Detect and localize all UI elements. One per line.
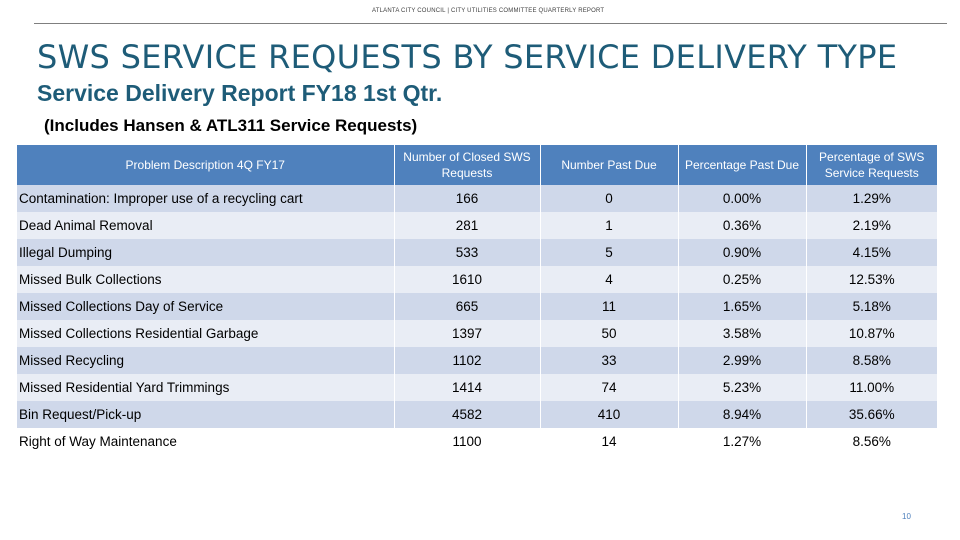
cell-pct-sws: 8.56%: [806, 428, 937, 455]
cell-past-due: 11: [540, 293, 679, 320]
cell-closed: 1397: [394, 320, 541, 347]
column-header-closed: Number of Closed SWS Requests: [394, 145, 541, 185]
cell-problem: Dead Animal Removal: [17, 212, 395, 239]
column-header-pct-past-due: Percentage Past Due: [678, 145, 807, 185]
table-row: Illegal Dumping 533 5 0.90% 4.15%: [17, 239, 937, 266]
cell-closed: 533: [394, 239, 541, 266]
cell-problem: Bin Request/Pick-up: [17, 401, 395, 428]
cell-pct-past-due: 1.27%: [678, 428, 807, 455]
report-header-text: ATLANTA CITY COUNCIL | CITY UTILITIES CO…: [372, 8, 605, 14]
header-divider: [34, 23, 947, 24]
table-row: Missed Residential Yard Trimmings 1414 7…: [17, 374, 937, 401]
table-row: Contamination: Improper use of a recycli…: [17, 185, 937, 212]
cell-pct-sws: 10.87%: [806, 320, 937, 347]
page-subtitle: Service Delivery Report FY18 1st Qtr.: [37, 80, 443, 106]
column-header-problem: Problem Description 4Q FY17: [17, 145, 395, 185]
cell-problem: Missed Collections Residential Garbage: [17, 320, 395, 347]
table-row: Bin Request/Pick-up 4582 410 8.94% 35.66…: [17, 401, 937, 428]
cell-problem: Right of Way Maintenance: [17, 428, 395, 455]
cell-pct-sws: 11.00%: [806, 374, 937, 401]
cell-problem: Missed Recycling: [17, 347, 395, 374]
cell-pct-past-due: 0.90%: [678, 239, 807, 266]
cell-past-due: 14: [540, 428, 679, 455]
cell-problem: Contamination: Improper use of a recycli…: [17, 185, 395, 212]
cell-pct-past-due: 8.94%: [678, 401, 807, 428]
service-requests-table: Problem Description 4Q FY17 Number of Cl…: [17, 145, 937, 455]
table-row: Missed Recycling 1102 33 2.99% 8.58%: [17, 347, 937, 374]
cell-pct-sws: 4.15%: [806, 239, 937, 266]
cell-problem: Illegal Dumping: [17, 239, 395, 266]
cell-pct-sws: 35.66%: [806, 401, 937, 428]
table-header-row: Problem Description 4Q FY17 Number of Cl…: [17, 145, 937, 185]
cell-pct-sws: 2.19%: [806, 212, 937, 239]
table-row: Right of Way Maintenance 1100 14 1.27% 8…: [17, 428, 937, 455]
table-note: (Includes Hansen & ATL311 Service Reques…: [44, 116, 418, 135]
page-number: 10: [902, 512, 911, 521]
cell-closed: 1100: [394, 428, 541, 455]
cell-past-due: 5: [540, 239, 679, 266]
cell-past-due: 74: [540, 374, 679, 401]
table-row: Missed Collections Day of Service 665 11…: [17, 293, 937, 320]
cell-problem: Missed Collections Day of Service: [17, 293, 395, 320]
cell-past-due: 4: [540, 266, 679, 293]
cell-pct-sws: 12.53%: [806, 266, 937, 293]
table-row: Missed Collections Residential Garbage 1…: [17, 320, 937, 347]
table-row: Dead Animal Removal 281 1 0.36% 2.19%: [17, 212, 937, 239]
cell-problem: Missed Residential Yard Trimmings: [17, 374, 395, 401]
cell-past-due: 50: [540, 320, 679, 347]
cell-closed: 665: [394, 293, 541, 320]
column-header-pct-sws: Percentage of SWS Service Requests: [806, 145, 937, 185]
cell-pct-past-due: 5.23%: [678, 374, 807, 401]
page-title: SWS SERVICE REQUESTS BY SERVICE DELIVERY…: [37, 38, 898, 76]
cell-pct-past-due: 0.36%: [678, 212, 807, 239]
cell-pct-sws: 8.58%: [806, 347, 937, 374]
cell-pct-sws: 5.18%: [806, 293, 937, 320]
cell-pct-past-due: 3.58%: [678, 320, 807, 347]
cell-closed: 1102: [394, 347, 541, 374]
cell-pct-past-due: 0.00%: [678, 185, 807, 212]
cell-past-due: 33: [540, 347, 679, 374]
cell-pct-past-due: 0.25%: [678, 266, 807, 293]
cell-past-due: 1: [540, 212, 679, 239]
cell-closed: 166: [394, 185, 541, 212]
cell-pct-past-due: 1.65%: [678, 293, 807, 320]
cell-problem: Missed Bulk Collections: [17, 266, 395, 293]
cell-pct-past-due: 2.99%: [678, 347, 807, 374]
cell-closed: 1414: [394, 374, 541, 401]
cell-closed: 4582: [394, 401, 541, 428]
cell-closed: 1610: [394, 266, 541, 293]
column-header-past-due: Number Past Due: [540, 145, 679, 185]
cell-past-due: 0: [540, 185, 679, 212]
cell-closed: 281: [394, 212, 541, 239]
cell-past-due: 410: [540, 401, 679, 428]
cell-pct-sws: 1.29%: [806, 185, 937, 212]
table-row: Missed Bulk Collections 1610 4 0.25% 12.…: [17, 266, 937, 293]
